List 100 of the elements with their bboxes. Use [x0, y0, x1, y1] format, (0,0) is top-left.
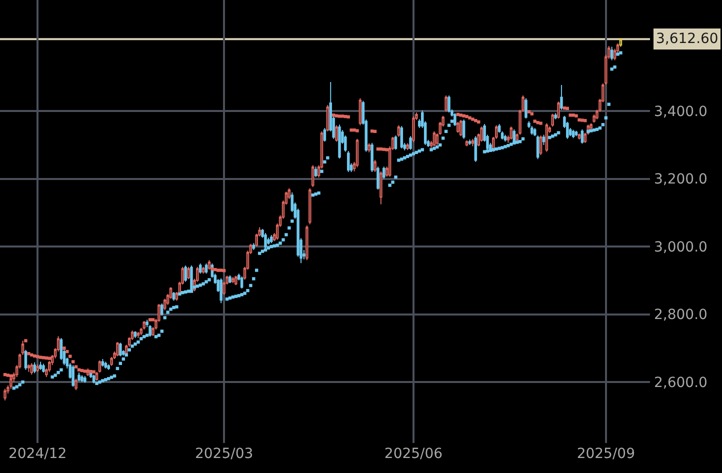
candlestick	[190, 265, 193, 293]
candlestick	[208, 260, 211, 270]
candlestick	[376, 166, 380, 190]
y-tick-label: 2,800.0	[654, 307, 708, 324]
candlestick	[136, 331, 140, 339]
x-tick-label: 2025/09	[576, 446, 635, 462]
candlestick	[542, 134, 546, 146]
candlestick	[551, 113, 554, 128]
candlestick	[24, 349, 28, 370]
ref-line-label: 3,612.60	[656, 31, 718, 47]
candlestick	[119, 342, 122, 357]
candlestick	[432, 130, 436, 147]
candlestick	[202, 266, 205, 274]
candlestick	[252, 242, 256, 250]
candlestick	[163, 298, 166, 311]
candlestick	[92, 374, 96, 384]
candlestick	[580, 128, 584, 144]
candlestick	[374, 159, 376, 173]
candlestick	[228, 274, 232, 284]
candlestick	[220, 278, 222, 304]
candlestick	[232, 276, 234, 284]
candlestick	[338, 124, 341, 159]
candlestick	[456, 121, 460, 134]
candlestick	[107, 364, 110, 370]
candlestick	[42, 363, 45, 374]
candlestick	[184, 265, 187, 282]
candlestick	[4, 388, 6, 401]
candlestick	[474, 136, 478, 162]
candlestick	[356, 138, 359, 168]
candlestick	[10, 376, 12, 390]
candlestick	[346, 150, 350, 173]
x-tick-label: 2025/06	[384, 446, 443, 462]
candlestick	[412, 116, 415, 143]
candlestick	[104, 361, 108, 369]
candlestick	[510, 126, 513, 140]
candlestick	[78, 372, 80, 382]
candlestick	[394, 134, 398, 150]
candlestick	[610, 46, 614, 61]
candlestick	[448, 95, 450, 113]
candlestick	[101, 358, 104, 367]
candlestick	[370, 142, 374, 173]
y-tick-label: 2,600.0	[654, 374, 708, 391]
candlestick	[459, 119, 462, 137]
candlestick	[314, 166, 318, 178]
candlestick	[172, 291, 176, 302]
candlestick	[267, 237, 270, 246]
candlestick	[533, 128, 536, 137]
candlestick	[311, 164, 314, 188]
candlestick	[60, 338, 63, 361]
candlestick	[409, 136, 412, 150]
candlestick	[33, 362, 36, 374]
candlestick	[444, 95, 448, 112]
candlestick	[234, 275, 238, 286]
candlestick	[80, 374, 84, 383]
candlestick	[397, 124, 400, 138]
candlestick	[536, 134, 540, 160]
candlestick	[335, 124, 338, 142]
candlestick	[504, 134, 507, 142]
candlestick	[592, 114, 596, 124]
candlestick	[306, 225, 308, 261]
x-tick-label: 2024/12	[8, 446, 67, 462]
candlestick	[471, 138, 474, 147]
candlestick	[74, 378, 78, 391]
candlestick	[619, 38, 622, 48]
candlestick	[572, 129, 575, 139]
candlestick	[574, 130, 578, 137]
candlestick	[462, 119, 466, 140]
x-tick-label: 2025/03	[194, 446, 254, 462]
candlestick	[240, 276, 244, 290]
candlestick	[72, 364, 74, 388]
candlestick	[84, 375, 86, 384]
candlestick	[160, 302, 164, 316]
candlestick	[454, 112, 456, 126]
candlestick	[198, 263, 202, 274]
candlestick	[116, 342, 119, 357]
candlestick	[326, 104, 330, 132]
candlestick	[358, 98, 362, 126]
candlestick	[27, 364, 30, 372]
candlestick	[468, 139, 472, 146]
candlestick	[204, 263, 208, 274]
y-tick-label: 3,000.0	[654, 239, 708, 256]
candlestick	[187, 266, 190, 280]
candlestick	[382, 166, 386, 180]
candlestick	[39, 361, 42, 370]
candlestick	[323, 128, 326, 142]
candlestick	[530, 125, 534, 136]
candlestick	[539, 134, 542, 156]
candlestick	[465, 140, 468, 147]
candlestick	[30, 362, 34, 376]
candlestick	[270, 234, 273, 244]
candlestick	[134, 330, 137, 339]
candlestick	[557, 101, 560, 120]
candlestick	[554, 112, 557, 120]
y-tick-label: 3,200.0	[654, 172, 708, 188]
candlestick	[368, 142, 370, 153]
candlestick	[308, 188, 312, 225]
candlestick	[480, 126, 483, 142]
candlestick	[406, 142, 409, 151]
y-tick-label: 3,400.0	[654, 104, 708, 120]
candlestick	[380, 170, 382, 205]
